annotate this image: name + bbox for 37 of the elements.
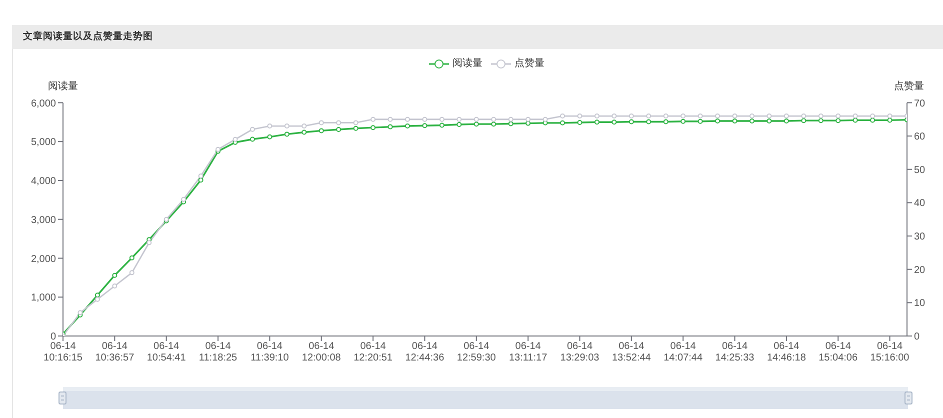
x-tick-label: 06-14 14:46:18	[766, 341, 806, 364]
x-tick-label: 06-14 13:29:03	[560, 341, 600, 364]
y2-tick-label: 70	[914, 98, 926, 110]
y-tick-label: 5,000	[30, 137, 56, 148]
y-tick-label: 1,000	[30, 292, 56, 304]
y-tick-label: 2,000	[30, 254, 56, 265]
y2-axis-title: 点赞量	[893, 80, 925, 93]
x-tick-label: 06-14 13:52:44	[612, 341, 652, 364]
y2-tick-label: 0	[914, 332, 920, 343]
legend-label: 阅读量	[452, 57, 482, 70]
x-tick-label: 06-14 15:16:00	[870, 341, 910, 364]
x-tick-label: 06-14 12:59:30	[456, 341, 496, 364]
x-tick-label: 06-14 10:54:41	[146, 341, 186, 364]
y-tick-label: 4,000	[30, 176, 56, 188]
x-tick-label: 06-14 14:07:44	[664, 341, 703, 364]
y-tick-label: 3,000	[30, 214, 56, 226]
y-tick-label: 6,000	[30, 98, 56, 110]
chart-title: 文章阅读量以及点赞量走势图	[23, 30, 153, 43]
y2-tick-label: 40	[914, 198, 926, 210]
x-tick-label: 06-14 12:00:08	[302, 341, 342, 364]
y2-tick-label: 60	[914, 132, 926, 143]
y2-tick-label: 50	[914, 164, 926, 176]
y2-tick-label: 20	[914, 264, 926, 276]
x-tick-label: 06-14 12:20:51	[354, 341, 393, 364]
y-tick-label: 0	[50, 332, 56, 343]
legend-label: 点赞量	[514, 57, 544, 70]
x-tick-label: 06-14 12:44:36	[405, 341, 445, 364]
y2-tick-label: 10	[914, 298, 926, 310]
x-tick-label: 06-14 15:04:06	[818, 341, 858, 364]
x-tick-label: 06-14 11:18:25	[198, 341, 238, 364]
y-axis-title: 阅读量	[47, 80, 79, 93]
x-tick-label: 06-14 10:36:57	[95, 341, 135, 364]
x-tick-label: 06-14 14:25:33	[715, 341, 755, 364]
y2-tick-label: 30	[914, 232, 926, 243]
x-tick-label: 06-14 13:11:17	[508, 341, 548, 364]
x-tick-label: 06-14 11:39:10	[250, 341, 290, 364]
x-tick-label: 06-14 10:16:15	[44, 341, 83, 364]
